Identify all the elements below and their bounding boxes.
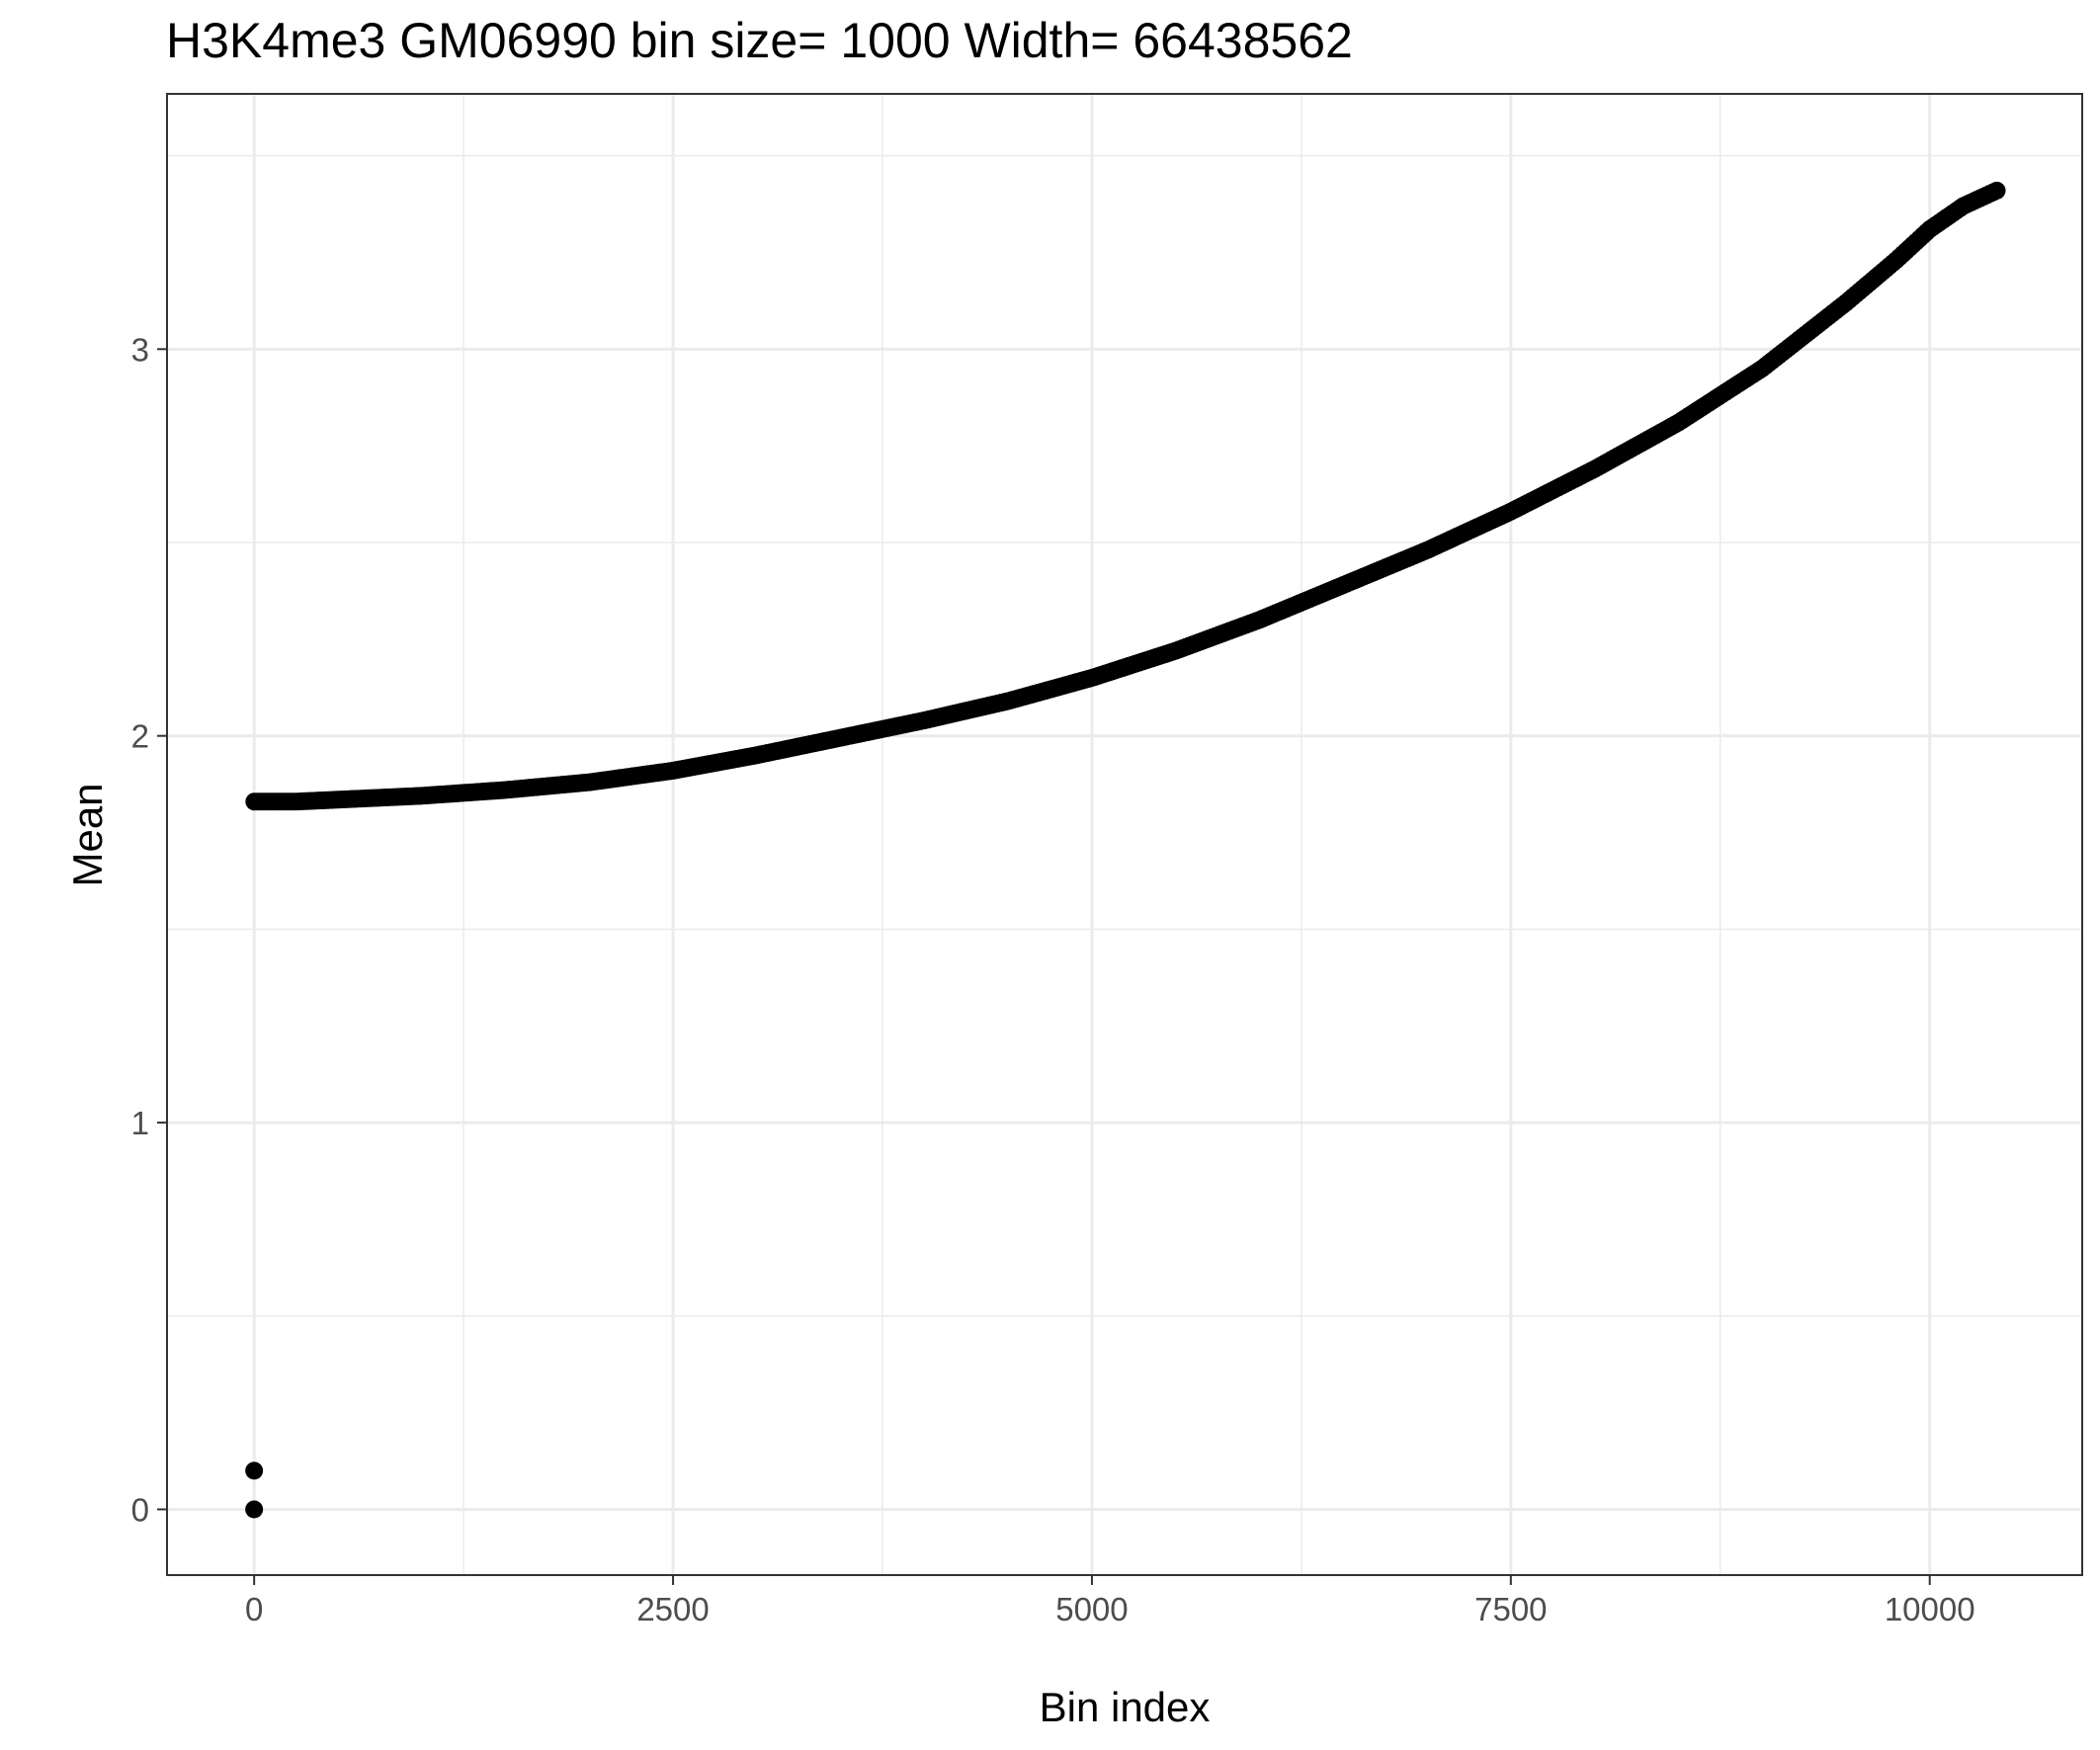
- y-tick-label: 1: [131, 1105, 149, 1141]
- x-tick-label: 2500: [636, 1591, 709, 1627]
- y-axis-title: Mean: [64, 783, 111, 886]
- x-tick-label: 10000: [1885, 1591, 1975, 1627]
- data-point: [1987, 181, 2006, 200]
- x-axis-title: Bin index: [1040, 1684, 1211, 1730]
- data-point: [245, 1500, 264, 1519]
- data-points: [245, 181, 2006, 1519]
- plot-panel: [167, 94, 2082, 1575]
- grid-major: [167, 94, 2082, 1575]
- x-tick-label: 7500: [1474, 1591, 1547, 1627]
- data-point: [245, 1461, 264, 1480]
- x-axis: 0 2500 5000 7500 10000: [245, 1575, 1975, 1627]
- y-tick-label: 0: [131, 1491, 149, 1528]
- x-tick-label: 5000: [1055, 1591, 1128, 1627]
- y-tick-label: 2: [131, 718, 149, 755]
- y-tick-label: 3: [131, 331, 149, 368]
- plot-border: [166, 93, 2083, 1576]
- x-tick-label: 0: [245, 1591, 263, 1627]
- y-axis: 0 1 2 3: [131, 331, 167, 1528]
- chart-title: H3K4me3 GM06990 bin size= 1000 Width= 66…: [166, 13, 1353, 68]
- grid-minor: [167, 94, 2082, 1575]
